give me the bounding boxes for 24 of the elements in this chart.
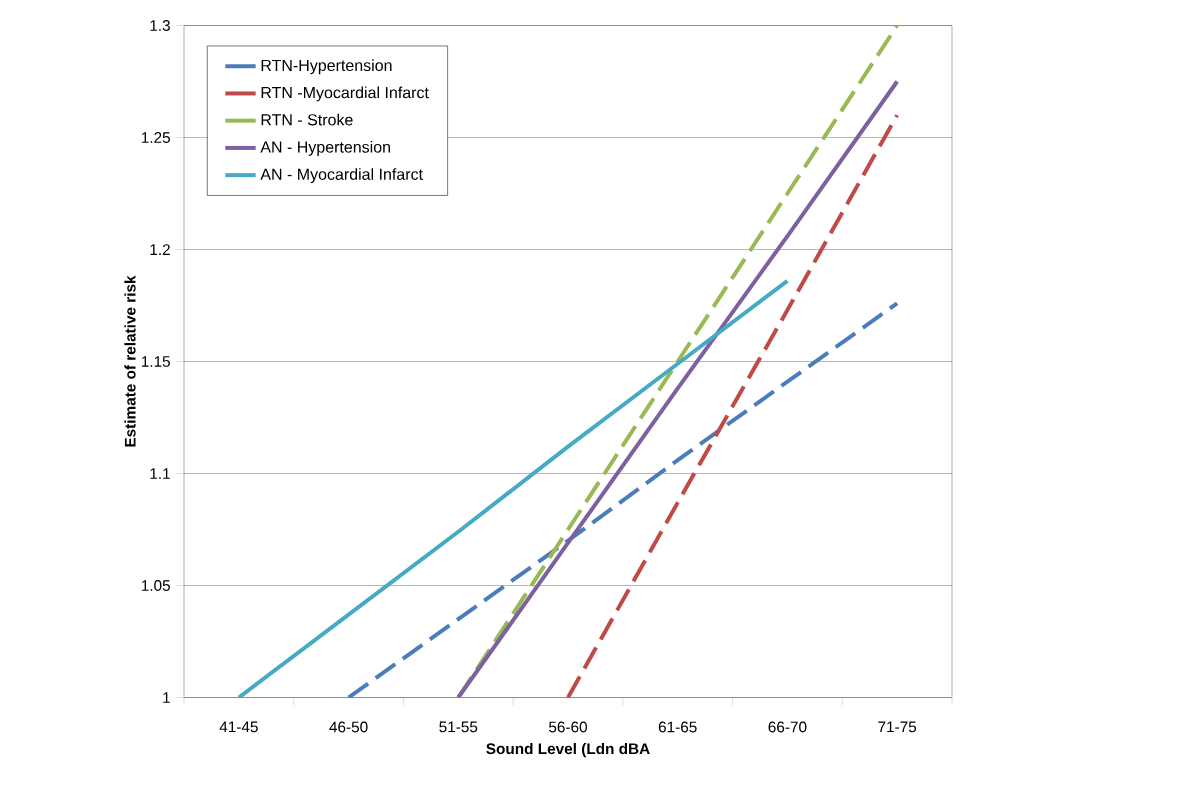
x-tick-label: 51-55 (439, 721, 478, 733)
x-tick-label: 46-50 (329, 721, 368, 733)
y-tick-label: 1.3 (150, 20, 170, 31)
y-tick-label: 1.25 (141, 132, 170, 143)
x-tick-label: 71-75 (878, 721, 917, 733)
line-series (566, 113, 900, 698)
x-tick-label: 61-65 (658, 721, 697, 733)
y-tick-label: 1 (163, 692, 170, 703)
y-tick-label: 1.15 (141, 356, 170, 367)
legend-label: RTN -Myocardial Infarct (261, 86, 429, 102)
legend-label: AN - Myocardial Infarct (260, 168, 423, 184)
y-tick-label: 1.1 (150, 468, 170, 479)
y-tick-label: 1.05 (141, 580, 170, 591)
y-tick-label: 1.2 (150, 244, 170, 255)
x-tick-label: 56-60 (549, 721, 587, 733)
y-axis-title: Estimate of relative risk (124, 275, 136, 447)
legend-label: RTN-Hypertension (261, 59, 392, 75)
x-tick-label: 66-70 (768, 721, 807, 733)
line-series (236, 278, 790, 698)
x-tick-label: 41-45 (219, 721, 258, 733)
x-axis-title: Sound Level (Ldn dBA (486, 742, 650, 758)
legend-label: AN - Hypertension (260, 140, 390, 156)
line-series (346, 301, 900, 698)
legend-label: RTN - Stroke (261, 113, 353, 126)
